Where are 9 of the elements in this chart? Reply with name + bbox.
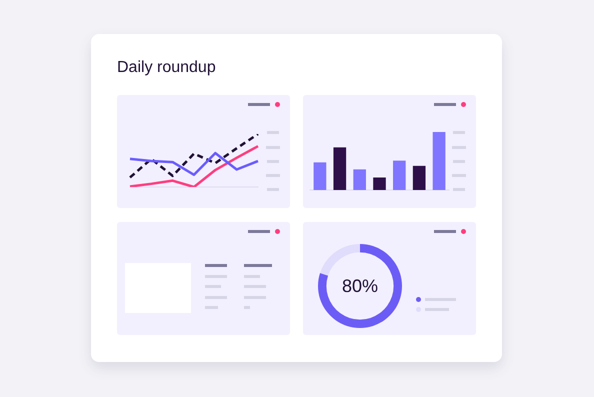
bar xyxy=(333,147,346,190)
bar xyxy=(314,162,326,190)
bar xyxy=(373,177,386,190)
chart-title: Daily roundup xyxy=(117,59,216,77)
bar xyxy=(353,169,366,190)
bar xyxy=(432,132,446,190)
bar xyxy=(393,160,406,190)
data-label: 80% xyxy=(342,276,378,296)
bar xyxy=(412,166,426,190)
